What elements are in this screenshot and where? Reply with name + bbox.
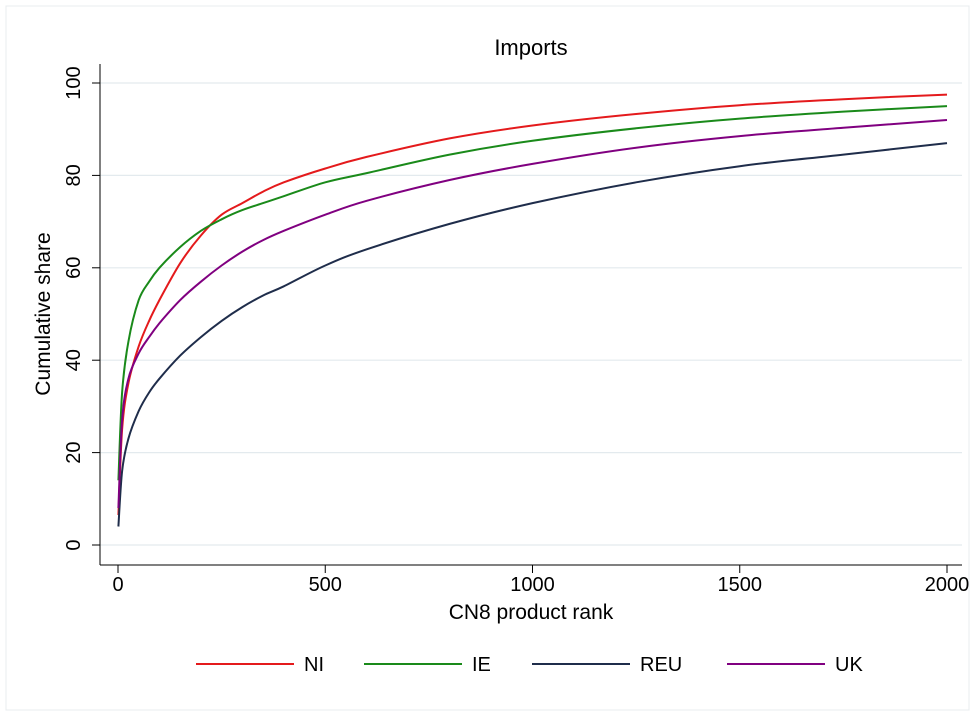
chart-title: Imports: [494, 35, 567, 60]
gridlines: [100, 82, 962, 546]
y-tick-label-60: 60: [63, 257, 85, 279]
x-tick-label-2000: 2000: [925, 574, 970, 596]
legend-label-ni: NI: [304, 654, 324, 676]
legend: NI IE REU UK: [196, 654, 863, 676]
y-tick-label-40: 40: [63, 349, 85, 371]
x-axis-ticks: 0 500 1000 1500 2000: [112, 565, 969, 596]
series-line-uk: [117, 119, 948, 509]
series-lines: [117, 93, 948, 527]
y-tick-label-20: 20: [63, 441, 85, 463]
outer-border: [5, 5, 970, 711]
y-tick-label-80: 80: [63, 164, 85, 186]
series-line-ni: [117, 93, 948, 516]
y-axis-ticks: 0 20 40 60 80 100: [63, 66, 100, 551]
y-tick-label-100: 100: [63, 66, 85, 99]
legend-label-reu: REU: [640, 654, 682, 676]
series-line-ie: [117, 105, 948, 481]
x-axis-label: CN8 product rank: [449, 601, 614, 624]
legend-label-ie: IE: [472, 654, 491, 676]
y-tick-label-0: 0: [63, 539, 85, 550]
x-tick-label-1500: 1500: [718, 574, 763, 596]
x-tick-label-500: 500: [309, 574, 342, 596]
series-line-reu: [117, 142, 948, 527]
x-tick-label-0: 0: [112, 574, 123, 596]
y-axis-label: Cumulative share: [32, 232, 55, 395]
x-tick-label-1000: 1000: [510, 574, 555, 596]
legend-label-uk: UK: [835, 654, 863, 676]
